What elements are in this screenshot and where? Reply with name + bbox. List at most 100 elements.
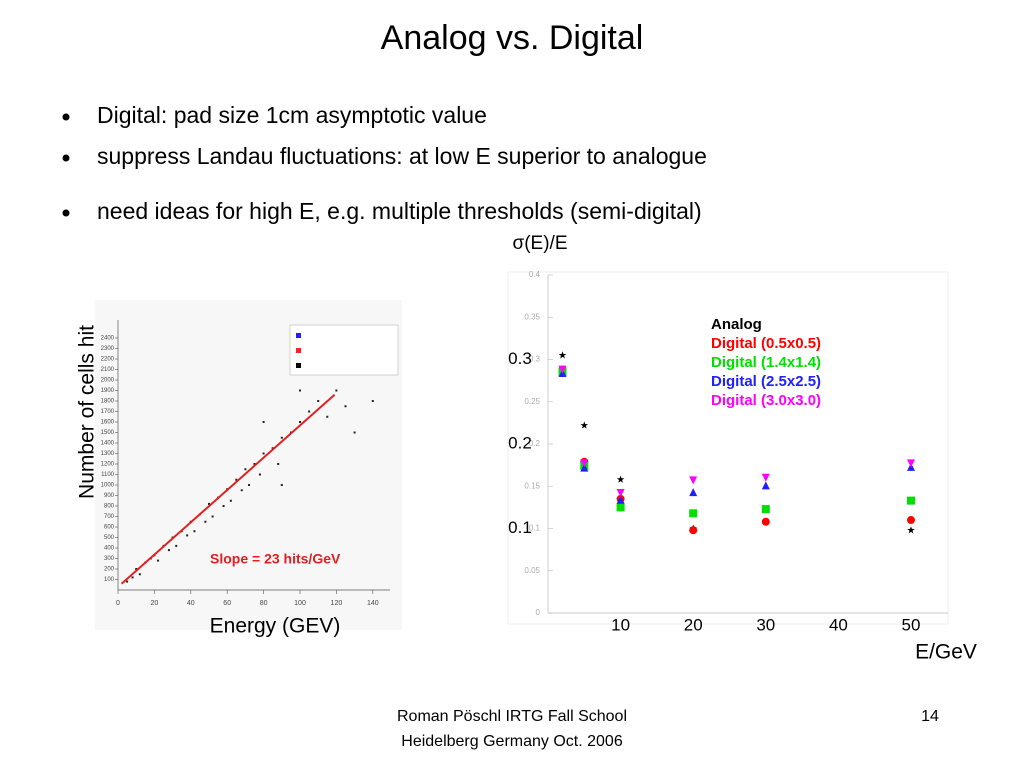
point (277, 463, 280, 465)
y-tick-label: 1900 (101, 388, 115, 394)
bullet-text: need ideas for high E, e.g. multiple thr… (97, 198, 702, 224)
y-tick-label: 2100 (101, 367, 115, 373)
y-tick-label: 400 (104, 546, 115, 552)
x-axis-label: Energy (GEV) (210, 615, 341, 638)
point (204, 520, 207, 523)
legend-swatch (296, 348, 301, 353)
point (229, 499, 232, 502)
point (761, 517, 770, 526)
point (616, 495, 625, 504)
point (907, 526, 915, 534)
point (157, 559, 160, 562)
point (616, 503, 625, 512)
x-tick-label: 10 (611, 615, 630, 634)
y-tick-label: 2000 (101, 378, 115, 384)
y-tick-label: 1600 (101, 420, 115, 426)
legend-swatch (296, 333, 301, 338)
y-tick-label: 0.2 (508, 433, 532, 452)
y-tick-label: 1200 (101, 462, 115, 468)
y-tick-label: 200 (104, 567, 115, 573)
legend-entry: Digital (0.5x0.5) (711, 335, 821, 352)
y-tick-label: 0.4 (529, 270, 541, 279)
x-tick-label: 40 (187, 600, 195, 607)
point (761, 505, 770, 514)
y-tick-label: 0.35 (524, 312, 540, 321)
y-tick-label: 0.1 (529, 524, 541, 533)
y-tick-label: 300 (104, 556, 115, 562)
x-tick-label: 140 (367, 600, 379, 607)
point (335, 389, 338, 392)
point (689, 526, 698, 535)
point (235, 478, 238, 481)
point (907, 496, 915, 505)
x-tick-label: 80 (260, 600, 268, 607)
bullet (62, 154, 70, 162)
point (616, 475, 625, 483)
point (761, 473, 770, 482)
y-tick-label: 0.25 (524, 397, 540, 406)
point (689, 488, 698, 497)
point (907, 459, 915, 468)
bullet-text: suppress Landau fluctuations: at low E s… (97, 143, 707, 169)
y-tick-label: 2400 (101, 336, 115, 342)
point (258, 473, 261, 476)
point (131, 576, 134, 579)
y-tick-label: 1700 (101, 409, 115, 415)
point (175, 544, 178, 547)
x-tick-label: 20 (151, 600, 159, 607)
x-tick-label: 120 (331, 600, 343, 607)
point (907, 516, 915, 525)
point (580, 463, 589, 472)
y-tick-label: 0.3 (529, 355, 541, 364)
point (167, 549, 170, 552)
y-tick-label: 0.3 (508, 349, 532, 368)
point (580, 421, 589, 429)
y-tick-label: 0.05 (524, 566, 540, 575)
chart-title: σ(E)/E (512, 233, 567, 254)
fit-line (120, 393, 336, 585)
point (689, 509, 698, 518)
point (244, 468, 247, 471)
point (138, 573, 141, 576)
bullet-text: Digital: pad size 1cm asymptotic value (97, 102, 487, 128)
x-tick-label: 60 (223, 600, 231, 607)
bullet (62, 209, 70, 217)
left-legend-box (289, 324, 399, 376)
y-tick-label: 1300 (101, 451, 115, 457)
y-tick-label: 1400 (101, 441, 115, 447)
y-tick-label: 0.1 (508, 518, 532, 537)
point (193, 530, 196, 533)
y-tick-label: 0.2 (529, 439, 541, 448)
y-tick-label: 800 (104, 504, 115, 510)
point (280, 484, 283, 486)
x-axis-label: E/GeV (915, 641, 977, 664)
y-tick-label: 900 (104, 493, 115, 499)
legend-entry: Analog (711, 316, 762, 333)
annotation: Slope = 23 hits/GeV (210, 551, 341, 567)
point (326, 415, 329, 418)
point (317, 400, 320, 402)
legend-swatch (296, 363, 301, 368)
point (353, 431, 356, 434)
point (616, 489, 625, 498)
point (299, 421, 301, 423)
point (280, 436, 283, 439)
point (344, 405, 347, 408)
y-tick-label: 1100 (101, 472, 115, 478)
point (222, 505, 225, 507)
point (371, 400, 374, 402)
point (186, 534, 189, 537)
right-chart-frame (507, 271, 949, 625)
y-tick-label: 1800 (101, 399, 115, 405)
point (761, 481, 770, 490)
point (262, 452, 265, 455)
y-axis-label: Number of cells hit (76, 325, 99, 499)
slide-title: Analog vs. Digital (381, 19, 644, 57)
x-tick-label: 40 (829, 615, 848, 634)
y-tick-label: 700 (104, 514, 115, 520)
legend-entry: Digital (3.0x3.0) (711, 392, 821, 409)
footer: Roman Pöschl IRTG Fall School (397, 708, 627, 725)
y-tick-label: 2300 (101, 346, 115, 352)
point (558, 351, 567, 359)
